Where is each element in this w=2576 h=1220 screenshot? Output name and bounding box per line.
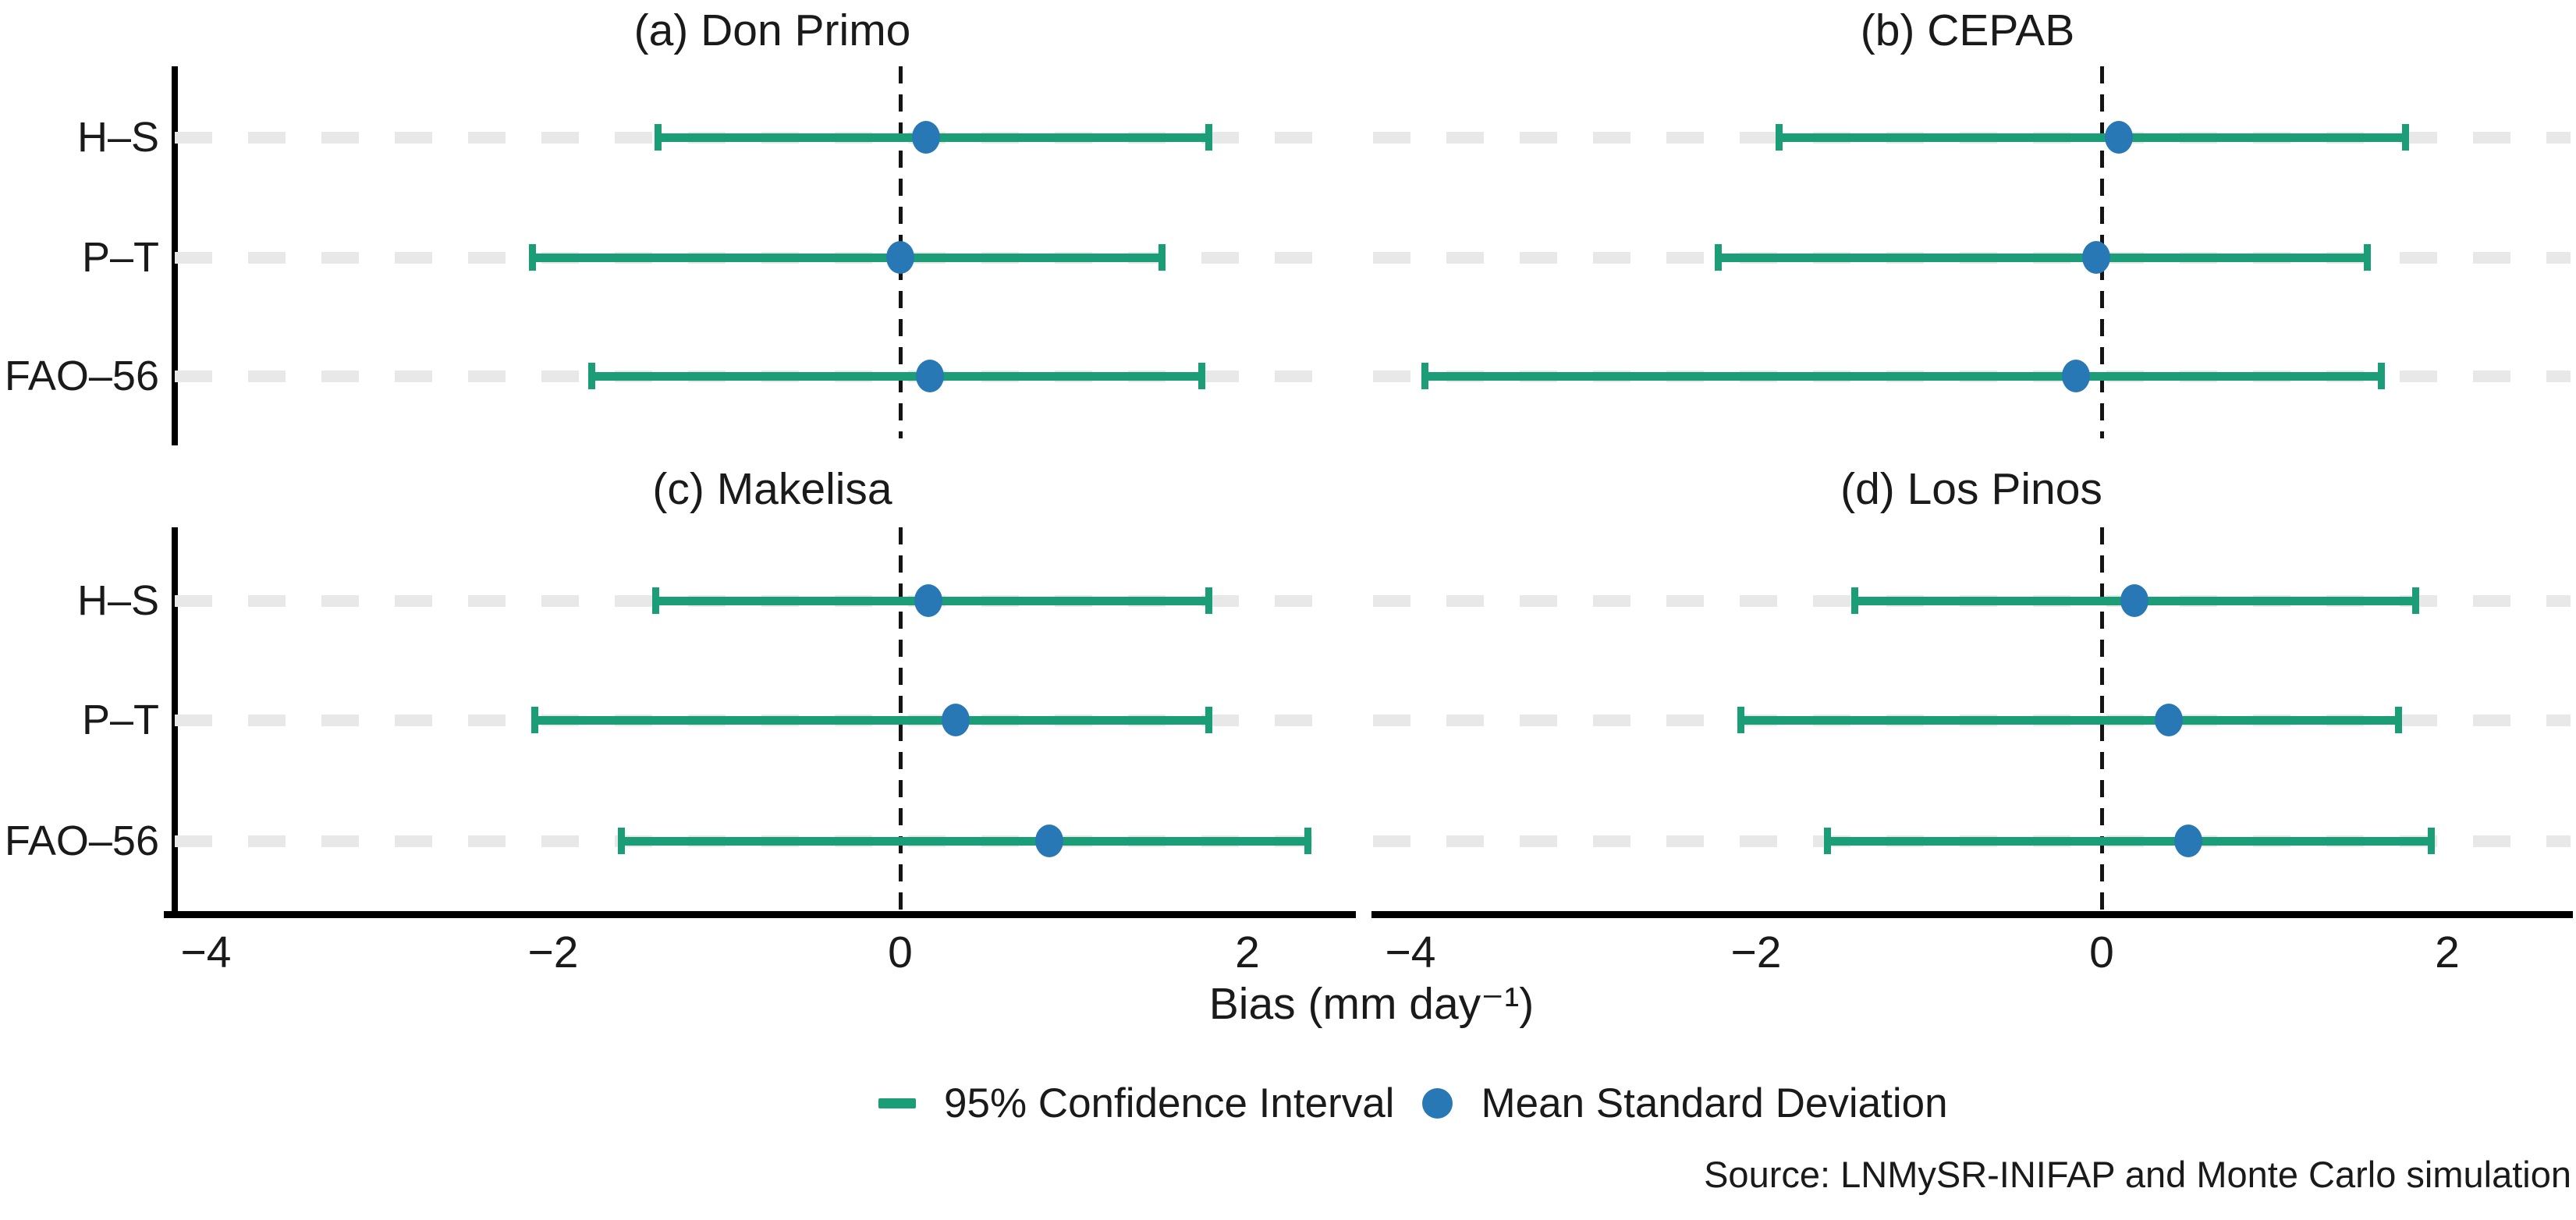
category-label-a-0: H–S bbox=[76, 114, 159, 161]
mean-dot-d-1 bbox=[2155, 704, 2184, 736]
ci-cap-right-c-2 bbox=[1304, 828, 1311, 854]
mean-legend-marker bbox=[1422, 1087, 1453, 1119]
mean-dot-d-0 bbox=[2120, 584, 2149, 617]
x-axis-line-right bbox=[1371, 911, 2573, 918]
ci-bar-b-2 bbox=[1424, 372, 2382, 381]
mean-dot-c-0 bbox=[914, 584, 942, 617]
legend: 95% Confidence Interval Mean Standard De… bbox=[878, 1080, 1948, 1126]
category-label-c-2: FAO–56 bbox=[4, 817, 159, 864]
ci-cap-right-c-0 bbox=[1205, 587, 1213, 614]
ci-cap-left-d-1 bbox=[1737, 707, 1745, 733]
ci-cap-right-a-2 bbox=[1198, 363, 1206, 389]
x-tick-d-1: −2 bbox=[1730, 927, 1782, 977]
category-label-a-2: FAO–56 bbox=[4, 353, 159, 399]
ci-bar-c-2 bbox=[620, 837, 1308, 846]
mean-dot-d-2 bbox=[2173, 825, 2202, 857]
mean-dot-a-2 bbox=[915, 360, 944, 392]
ci-cap-right-b-0 bbox=[2401, 124, 2409, 151]
ci-bar-b-1 bbox=[1718, 254, 2368, 262]
ci-cap-left-c-2 bbox=[617, 828, 625, 854]
ci-bar-b-0 bbox=[1778, 133, 2406, 142]
mean-dot-c-2 bbox=[1035, 825, 1064, 857]
mean-dot-c-1 bbox=[942, 704, 970, 736]
ci-cap-right-d-1 bbox=[2394, 707, 2402, 733]
ci-cap-left-c-0 bbox=[652, 587, 660, 614]
source-note: Source: LNMySR-INIFAP and Monte Carlo si… bbox=[1704, 1154, 2571, 1195]
panel-title-a: (a) Don Primo bbox=[633, 5, 911, 55]
x-tick-c-0: −4 bbox=[180, 927, 232, 977]
x-axis-label: Bias (mm day⁻¹) bbox=[1208, 979, 1535, 1029]
category-label-c-0: H–S bbox=[76, 577, 159, 624]
ci-cap-right-d-0 bbox=[2412, 587, 2420, 614]
panel-title-c: (c) Makelisa bbox=[652, 464, 892, 514]
x-axis-line-left bbox=[164, 911, 1356, 918]
ci-cap-left-c-1 bbox=[530, 707, 538, 733]
x-tick-d-0: −4 bbox=[1385, 927, 1436, 977]
ci-cap-left-d-0 bbox=[1851, 587, 1859, 614]
ci-cap-left-a-1 bbox=[529, 244, 537, 271]
ci-legend-label: 95% Confidence Interval bbox=[944, 1080, 1395, 1126]
mean-dot-b-1 bbox=[2082, 241, 2111, 274]
ci-cap-right-b-2 bbox=[2377, 363, 2385, 389]
category-label-c-1: P–T bbox=[81, 697, 159, 743]
ci-cap-right-a-1 bbox=[1158, 244, 1166, 271]
ci-bar-c-1 bbox=[534, 716, 1210, 725]
mean-dot-a-0 bbox=[912, 121, 941, 154]
x-tick-d-2: 0 bbox=[2089, 927, 2114, 977]
ci-bar-d-1 bbox=[1740, 716, 2399, 725]
ci-cap-right-d-2 bbox=[2428, 828, 2436, 854]
ci-cap-left-b-1 bbox=[1715, 244, 1723, 271]
ci-cap-left-a-2 bbox=[587, 363, 595, 389]
x-tick-c-2: 0 bbox=[888, 927, 913, 977]
ci-cap-left-b-0 bbox=[1775, 124, 1783, 151]
mean-dot-a-1 bbox=[886, 241, 914, 274]
mean-dot-b-0 bbox=[2105, 121, 2134, 154]
ci-cap-right-a-0 bbox=[1205, 124, 1213, 151]
ci-cap-left-a-0 bbox=[654, 124, 662, 151]
category-label-a-1: P–T bbox=[81, 234, 159, 281]
panel-title-d: (d) Los Pinos bbox=[1840, 464, 2102, 514]
x-tick-c-3: 2 bbox=[1235, 927, 1260, 977]
panel-title-b: (b) CEPAB bbox=[1860, 5, 2075, 55]
mean-legend-label: Mean Standard Deviation bbox=[1481, 1080, 1948, 1126]
ci-bar-d-2 bbox=[1826, 837, 2432, 846]
ci-cap-right-b-1 bbox=[2364, 244, 2372, 271]
x-tick-d-3: 2 bbox=[2435, 927, 2460, 977]
mean-dot-b-2 bbox=[2061, 360, 2090, 392]
ci-cap-left-b-2 bbox=[1421, 363, 1428, 389]
ci-bar-a-1 bbox=[532, 254, 1162, 262]
ci-legend-swatch bbox=[878, 1098, 916, 1108]
x-tick-c-1: −2 bbox=[527, 927, 579, 977]
ci-bar-a-2 bbox=[591, 372, 1203, 381]
ci-cap-right-c-1 bbox=[1205, 707, 1213, 733]
ci-cap-left-d-2 bbox=[1823, 828, 1831, 854]
